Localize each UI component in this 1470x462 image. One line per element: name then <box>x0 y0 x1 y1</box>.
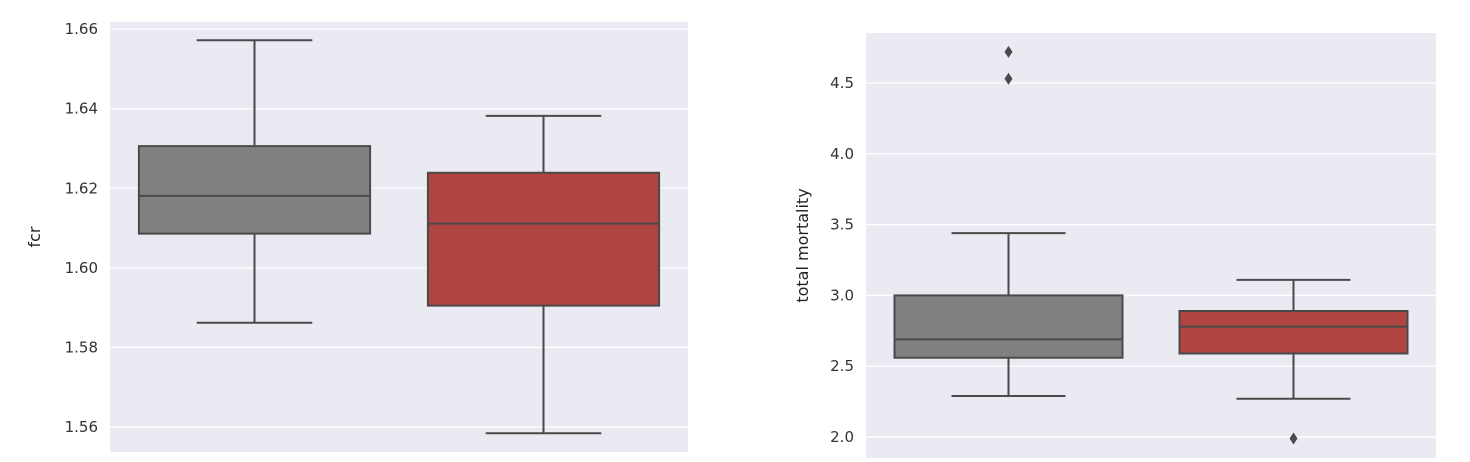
plot-background <box>866 33 1436 458</box>
y-tick-label: 2.5 <box>830 357 854 375</box>
outlier-point <box>1289 432 1298 445</box>
outlier-point <box>1004 45 1013 58</box>
y-tick-label: 3.0 <box>830 286 854 304</box>
box-iqr <box>137 145 372 235</box>
box-2 <box>1178 278 1409 445</box>
y-axis-label: total mortality <box>793 188 812 302</box>
box-iqr <box>893 294 1124 359</box>
y-axis-label: fcr <box>25 226 44 247</box>
box-iqr <box>1178 309 1409 355</box>
box-1 <box>137 39 372 324</box>
y-tick-label: 1.62 <box>65 179 98 197</box>
y-tick-label: 1.66 <box>65 20 98 38</box>
subplot-1: 1.56 1.58 1.60 1.62 1.64 1.66 fcr <box>25 20 688 452</box>
subplot-2: 2.0 2.5 3.0 3.5 4.0 4.5 total mortality <box>793 33 1436 458</box>
y-tick-label: 4.0 <box>830 145 854 163</box>
y-tick-label: 1.56 <box>65 418 98 436</box>
box-iqr <box>426 171 661 307</box>
y-tick-label: 3.5 <box>830 216 854 234</box>
box-2 <box>426 114 661 435</box>
outlier-point <box>1004 72 1013 85</box>
box-1 <box>893 45 1124 397</box>
y-tick-label: 4.5 <box>830 74 854 92</box>
y-tick-label: 1.64 <box>65 100 98 118</box>
y-tick-label: 2.0 <box>830 428 854 446</box>
y-tick-label: 1.58 <box>65 338 98 356</box>
y-tick-label: 1.60 <box>65 259 98 277</box>
